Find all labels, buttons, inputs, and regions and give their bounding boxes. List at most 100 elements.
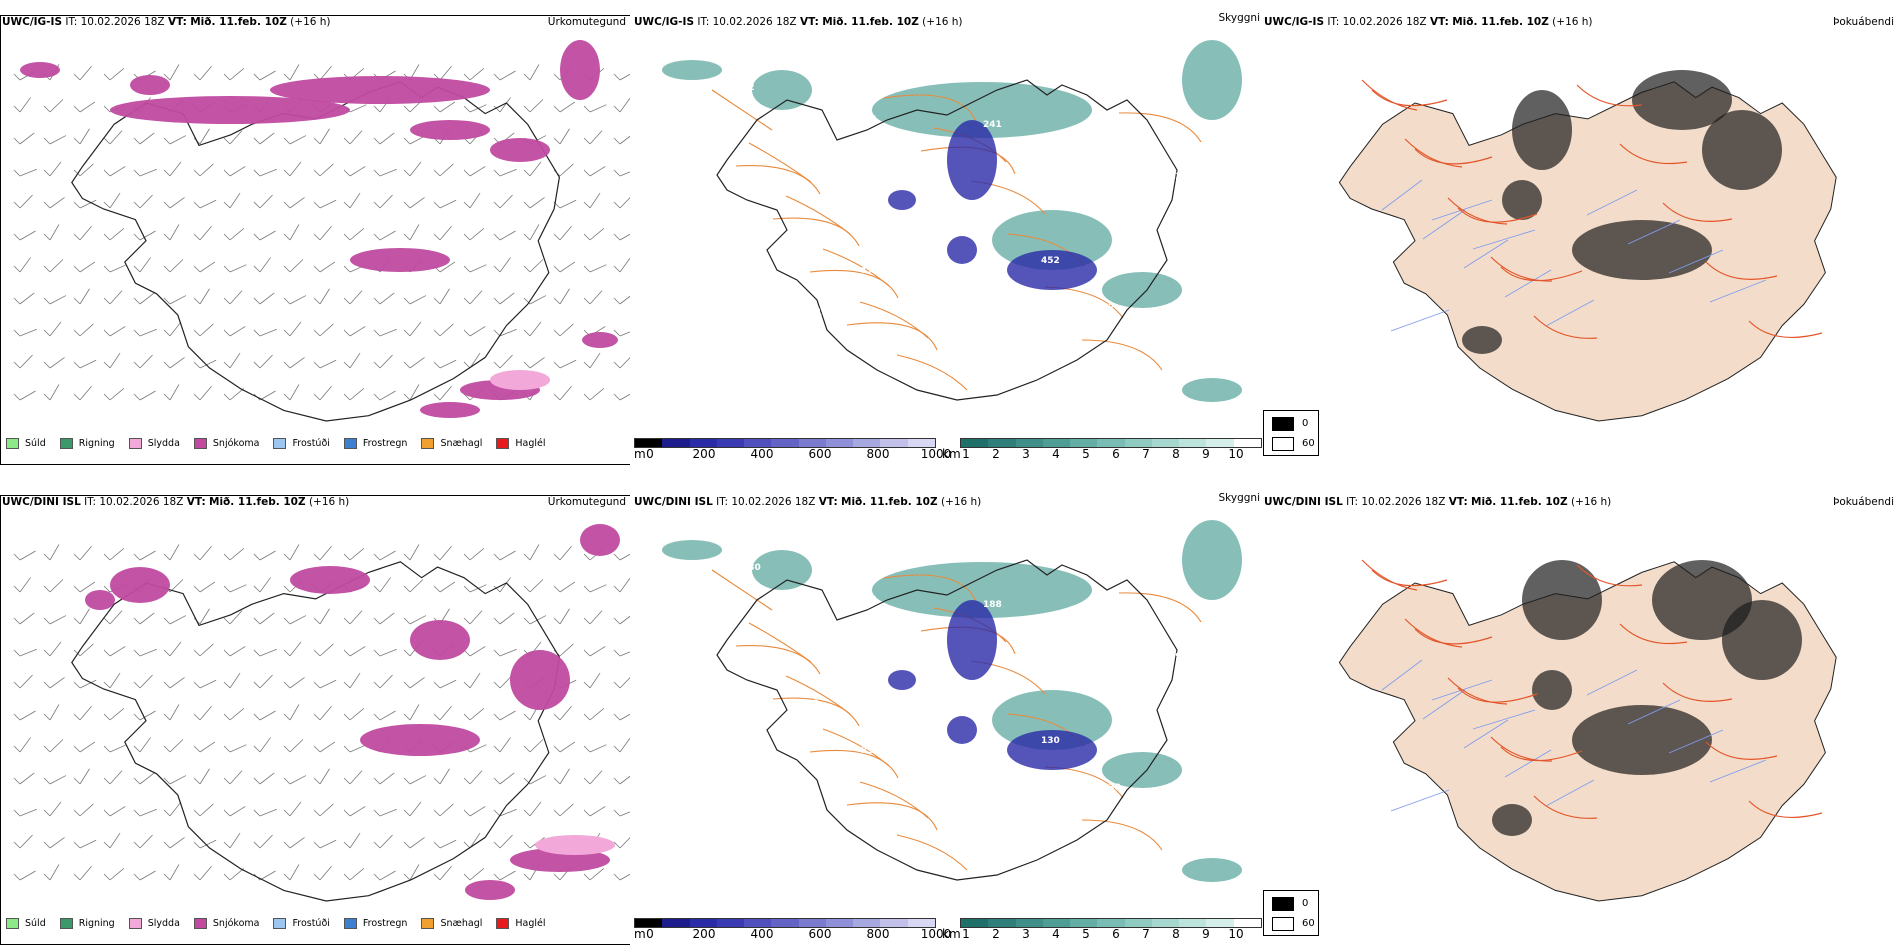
colorbar-tick: 5 <box>1082 447 1090 461</box>
colorbar-tick: 9 <box>1202 447 1210 461</box>
road-line <box>711 89 773 131</box>
fog-area <box>1722 600 1802 680</box>
colorbar-tick: 4 <box>1052 447 1060 461</box>
wind-barb <box>523 544 540 561</box>
road-line <box>1118 592 1202 623</box>
wind-barb <box>43 641 62 657</box>
road-line <box>785 195 851 235</box>
fog-area <box>1572 705 1712 775</box>
colorbar-tick: 3 <box>1022 927 1030 941</box>
wind-barb <box>493 292 515 305</box>
wind-barb <box>103 770 123 785</box>
cloud-base-label: 153 <box>922 793 941 803</box>
wind-barb <box>403 295 427 305</box>
wind-barb <box>523 739 544 753</box>
wind-barb <box>193 128 210 145</box>
snowfall-area <box>410 620 470 660</box>
colorbar-segment <box>825 439 854 447</box>
cloud-base-label: 88 <box>1163 110 1176 120</box>
cloud-base-label: 25 <box>1166 741 1179 751</box>
colorbar-tick: 9 <box>1202 927 1210 941</box>
colorbar-segment <box>716 439 745 447</box>
wind-barb <box>493 354 513 369</box>
low-visibility-area <box>1182 40 1242 120</box>
colorbar-segment <box>1070 919 1098 927</box>
wind-barb <box>583 166 606 177</box>
road-line <box>1371 569 1448 587</box>
snowfall-area <box>270 76 490 104</box>
colorbar-tick: 600 <box>808 447 832 461</box>
wind-barb <box>103 744 127 753</box>
cloud-base-label: 12 <box>1044 167 1057 177</box>
wind-barb <box>463 672 481 689</box>
lead-time: (+16 h) <box>940 496 982 508</box>
wind-barb <box>343 868 365 881</box>
model-name: UWC/IG-IS <box>634 16 695 28</box>
wind-barb <box>13 257 31 273</box>
wind-barb <box>223 192 241 209</box>
wind-barb <box>463 352 481 369</box>
wind-barb <box>433 323 454 337</box>
wind-barb <box>223 326 246 337</box>
wind-barb <box>73 101 96 113</box>
river-line <box>1627 219 1681 245</box>
wind-barb <box>313 199 337 209</box>
wind-barb <box>403 321 422 337</box>
wind-barb <box>223 770 243 785</box>
colorbar-segment <box>825 919 854 927</box>
wind-barb <box>493 772 515 785</box>
snowfall-area <box>410 120 490 140</box>
colorbar-segment <box>988 919 1016 927</box>
visibility-panel-top: UWC/IG-IS IT: 10.02.2026 18Z VT: Mið. 11… <box>632 10 1262 470</box>
wind-barb <box>313 359 337 369</box>
snowfall-area <box>510 650 570 710</box>
legend-swatch <box>421 438 435 449</box>
wind-barb <box>283 704 300 721</box>
wind-barb <box>313 705 332 721</box>
wind-barb <box>523 321 542 337</box>
panel-header: UWC/IG-IS IT: 10.02.2026 18Z VT: Mið. 11… <box>634 16 963 28</box>
wind-barb <box>253 870 276 881</box>
wind-barb <box>313 128 330 145</box>
wind-barb <box>613 73 630 81</box>
it-label: IT: <box>1327 16 1340 28</box>
road-line <box>1500 266 1583 282</box>
wind-barb <box>193 581 216 593</box>
wind-barb <box>193 679 217 689</box>
lead-time: (+16 h) <box>308 496 350 508</box>
river-line <box>1668 729 1724 754</box>
colorbar-segment <box>1015 439 1043 447</box>
legend-item-snaehagl: Snæhagl <box>421 438 482 449</box>
wind-barb <box>43 579 64 593</box>
wind-barb <box>583 868 605 881</box>
wind-barb <box>253 577 271 593</box>
road-line <box>859 301 929 339</box>
wind-barb <box>463 264 487 273</box>
legend-swatch <box>421 918 435 929</box>
visibility-map: 62 265 369 455 683 238 1508 133 97 176 24 241 12 78 19… <box>662 40 1242 402</box>
wind-barb <box>433 803 454 817</box>
wind-barb <box>403 864 420 881</box>
wind-barb <box>403 615 427 625</box>
wind-barb <box>613 197 630 209</box>
wind-barb <box>193 608 210 625</box>
colorbar-segment <box>1070 439 1098 447</box>
wind-barb <box>13 230 36 241</box>
it-label: IT: <box>697 16 710 28</box>
wind-barb <box>223 228 245 241</box>
colorbar-tick: 200 <box>692 447 716 461</box>
wind-barb <box>283 357 305 369</box>
colorbar-segment <box>1097 439 1125 447</box>
road-line <box>1414 148 1493 165</box>
river-line <box>1709 759 1767 783</box>
colorbar-segment <box>635 439 663 447</box>
wind-barb <box>313 608 330 625</box>
wind-barb <box>463 192 481 209</box>
wind-barb <box>313 803 334 817</box>
wind-barb <box>373 870 396 881</box>
wind-barb <box>553 741 576 753</box>
snowfall-area <box>360 724 480 756</box>
cloud-base-label: 188 <box>983 600 1002 610</box>
road-line <box>1361 79 1418 111</box>
wind-barb <box>313 288 330 305</box>
